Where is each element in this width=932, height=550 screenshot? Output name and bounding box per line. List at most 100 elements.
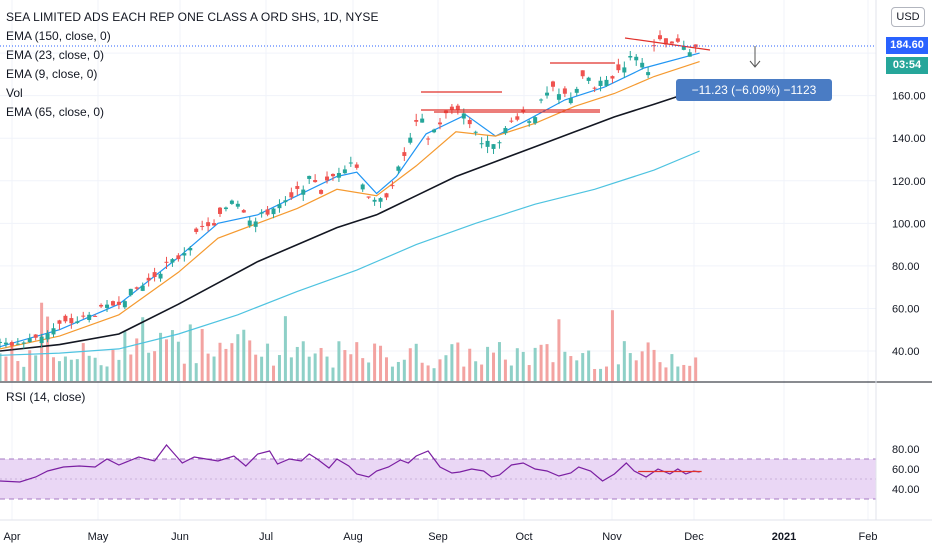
candle-body	[658, 35, 663, 40]
candle-body	[247, 220, 252, 226]
candle-body	[182, 253, 187, 256]
candle-body	[461, 113, 466, 119]
last-price-tag: 184.60	[886, 37, 928, 54]
volume-bar	[390, 366, 394, 381]
volume-bar	[480, 364, 484, 381]
volume-bar	[438, 359, 442, 381]
candle-body	[598, 80, 603, 86]
candle-body	[515, 116, 520, 120]
candle-body	[313, 180, 318, 183]
candle-body	[218, 207, 223, 214]
candle-body	[539, 99, 544, 101]
volume-bar	[10, 344, 14, 381]
volume-bar	[266, 343, 270, 381]
rsi-legend[interactable]: RSI (14, close)	[6, 390, 86, 404]
volume-bar	[28, 350, 32, 381]
candle-body	[105, 304, 110, 308]
volume-bar	[420, 362, 424, 381]
volume-bar	[218, 342, 222, 381]
legend-ema23[interactable]: EMA (23, close, 0)	[6, 48, 105, 62]
candle-body	[372, 199, 377, 202]
time-tick-label: Apr	[3, 531, 20, 543]
volume-bar	[331, 367, 335, 381]
candle-body	[467, 119, 472, 125]
volume-bar	[277, 355, 281, 381]
volume-bar	[426, 365, 430, 381]
volume-bar	[408, 348, 412, 381]
candle-body	[152, 272, 157, 278]
candle-body	[681, 46, 686, 50]
candle-body	[610, 76, 615, 79]
candle-body	[556, 94, 561, 100]
rsi-tick-label: 60.00	[892, 464, 920, 476]
rsi-line	[0, 444, 700, 483]
candle-body	[330, 173, 335, 177]
volume-bar	[224, 348, 228, 381]
candle-body	[360, 184, 365, 190]
candle-body	[426, 138, 431, 140]
volume-bar	[581, 353, 585, 381]
candle-body	[265, 209, 270, 215]
candle-body	[628, 56, 633, 58]
candle-body	[33, 334, 38, 338]
candle-body	[295, 186, 300, 189]
legend-ema9[interactable]: EMA (9, close, 0)	[6, 67, 98, 81]
volume-bar	[164, 339, 168, 381]
volume-bar	[527, 365, 531, 381]
legend-volume[interactable]: Vol	[6, 86, 23, 100]
volume-bar	[63, 356, 67, 381]
candle-body	[319, 190, 324, 194]
candle-body	[402, 152, 407, 156]
candle-body	[497, 142, 502, 144]
candle-body	[438, 122, 443, 125]
rsi-tick-label: 40.00	[892, 484, 920, 496]
volume-bar	[313, 353, 317, 381]
candle-body	[414, 120, 419, 122]
candle-body	[562, 88, 567, 94]
candle-body	[307, 175, 312, 179]
volume-bar	[69, 359, 73, 381]
candlesticks	[0, 30, 698, 350]
candle-body	[75, 321, 80, 323]
candle-body	[485, 140, 490, 147]
candle-body	[188, 247, 193, 251]
legend: SEA LIMITED ADS EACH REP ONE CLASS A ORD…	[6, 8, 379, 122]
candle-body	[663, 38, 668, 45]
candle-body	[473, 131, 478, 133]
legend-ema65[interactable]: EMA (65, close, 0)	[6, 105, 105, 119]
candle-body	[604, 79, 609, 86]
volume-bar	[170, 330, 174, 381]
candle-body	[693, 44, 698, 47]
volume-bar	[444, 355, 448, 381]
volume-bar	[87, 355, 91, 381]
candle-body	[574, 88, 579, 93]
candle-body	[325, 176, 330, 181]
volume-bar	[682, 364, 686, 381]
volume-bar	[361, 358, 365, 381]
candle-body	[21, 342, 26, 344]
candle-body	[170, 259, 175, 263]
candle-body	[110, 301, 115, 306]
candle-body	[687, 52, 692, 57]
currency-button[interactable]: USD	[891, 7, 925, 27]
candle-body	[545, 92, 550, 96]
volume-bar	[129, 354, 133, 381]
candle-body	[81, 315, 86, 317]
volume-bar	[52, 357, 56, 381]
volume-bar	[343, 350, 347, 381]
volume-bar	[646, 342, 650, 381]
candle-body	[176, 255, 181, 260]
volume-bar	[248, 340, 252, 381]
volume-bar	[301, 341, 305, 381]
candle-body	[378, 198, 383, 202]
candle-body	[354, 164, 359, 168]
volume-bar	[289, 357, 293, 381]
measure-tooltip: −11.23 (−6.09%) −1123	[676, 79, 832, 101]
candle-body	[634, 56, 639, 61]
volume-bar	[658, 362, 662, 381]
candle-body	[586, 77, 591, 81]
legend-ema150[interactable]: EMA (150, close, 0)	[6, 29, 111, 43]
candle-body	[533, 117, 538, 124]
candle-body	[283, 200, 288, 203]
